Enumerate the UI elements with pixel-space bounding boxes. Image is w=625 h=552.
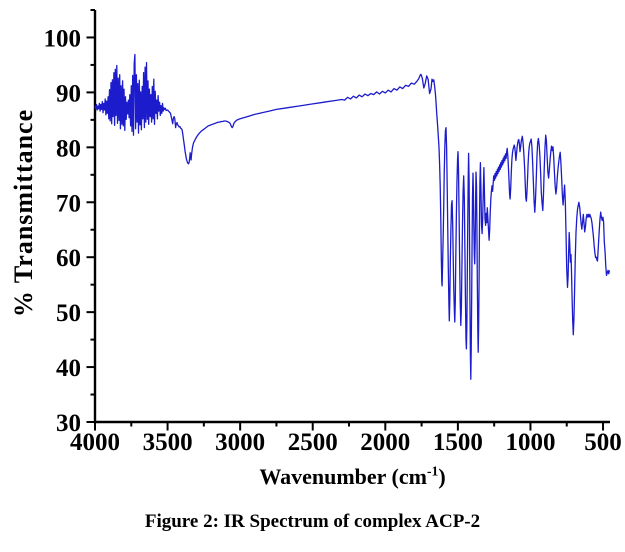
y-tick-label: 60: [56, 245, 81, 272]
x-tick-label: 3500: [143, 429, 193, 456]
x-tick-label: 1500: [433, 429, 483, 456]
axis-lines: [93, 10, 610, 424]
spectrum-line: [94, 53, 611, 380]
x-axis-label: Wavenumber (cm-1): [95, 464, 610, 490]
y-tick-label: 30: [56, 410, 81, 437]
y-tick-label: 40: [56, 355, 81, 382]
x-axis-label-end: ): [438, 464, 446, 489]
y-tick-label: 90: [56, 80, 81, 107]
y-tick-label: 50: [56, 300, 81, 327]
x-tick-label: 500: [584, 429, 622, 456]
y-tick-label: 100: [44, 25, 82, 52]
ir-spectrum-chart: 30 40 50 60 70 80 90 100 4000 3500 3000 2500 2000 150…: [44, 9, 622, 456]
x-tick-label: 1000: [505, 429, 555, 456]
x-axis-label-base: Wavenumber (cm: [259, 464, 427, 489]
x-axis-label-superscript: -1: [426, 463, 439, 479]
y-tick-label: 70: [56, 190, 81, 217]
figure-caption: Figure 2: IR Spectrum of complex ACP-2: [144, 511, 481, 532]
x-tick-label: 4000: [70, 429, 120, 456]
x-tick-label: 2000: [360, 429, 410, 456]
y-tick-label: 80: [56, 135, 81, 162]
x-tick-label: 3000: [215, 429, 265, 456]
x-tick-label: 2500: [288, 429, 338, 456]
y-axis-label: % Transmittance: [9, 108, 38, 318]
